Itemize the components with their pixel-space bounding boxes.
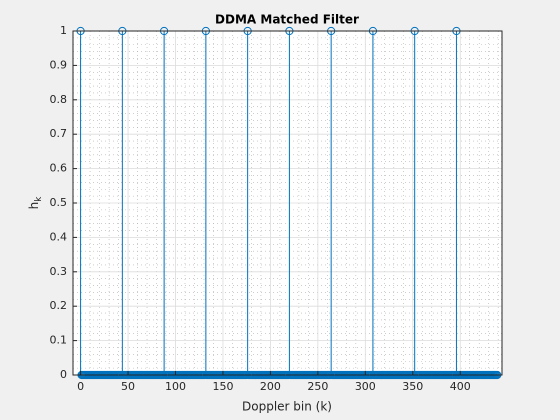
x-tick-label: 50 — [121, 380, 135, 393]
y-tick-label: 1 — [60, 24, 67, 37]
y-tick-label: 0.6 — [50, 162, 68, 175]
y-tick-label: 0.1 — [50, 334, 68, 347]
y-tick-label: 0.2 — [50, 299, 68, 312]
x-axis-label: Doppler bin (k) — [242, 400, 332, 414]
chart-title: DDMA Matched Filter — [215, 13, 359, 27]
x-tick-label: 100 — [165, 380, 186, 393]
y-tick-label: 0 — [60, 368, 67, 381]
x-tick-label: 350 — [402, 380, 423, 393]
x-tick-label: 200 — [260, 380, 281, 393]
y-label-subscript: k — [34, 196, 44, 202]
y-label-base: h — [27, 202, 41, 210]
y-tick-label: 0.7 — [50, 127, 68, 140]
x-tick-label: 300 — [355, 380, 376, 393]
x-tick-label: 0 — [77, 380, 84, 393]
y-tick-label: 0.8 — [50, 93, 68, 106]
ticks: 0 50 100 150 200 250 300 350 400 0 0.1 0.2 0.3 0.4 0.5… — [50, 24, 471, 393]
x-tick-label: 250 — [307, 380, 328, 393]
y-axis-label: hk — [27, 196, 44, 210]
y-tick-label: 0.3 — [50, 265, 68, 278]
x-tick-label: 150 — [212, 380, 233, 393]
y-tick-label: 0.4 — [50, 230, 68, 243]
y-tick-label: 0.5 — [50, 196, 68, 209]
y-tick-label: 0.9 — [50, 58, 68, 71]
x-tick-label: 400 — [450, 380, 471, 393]
